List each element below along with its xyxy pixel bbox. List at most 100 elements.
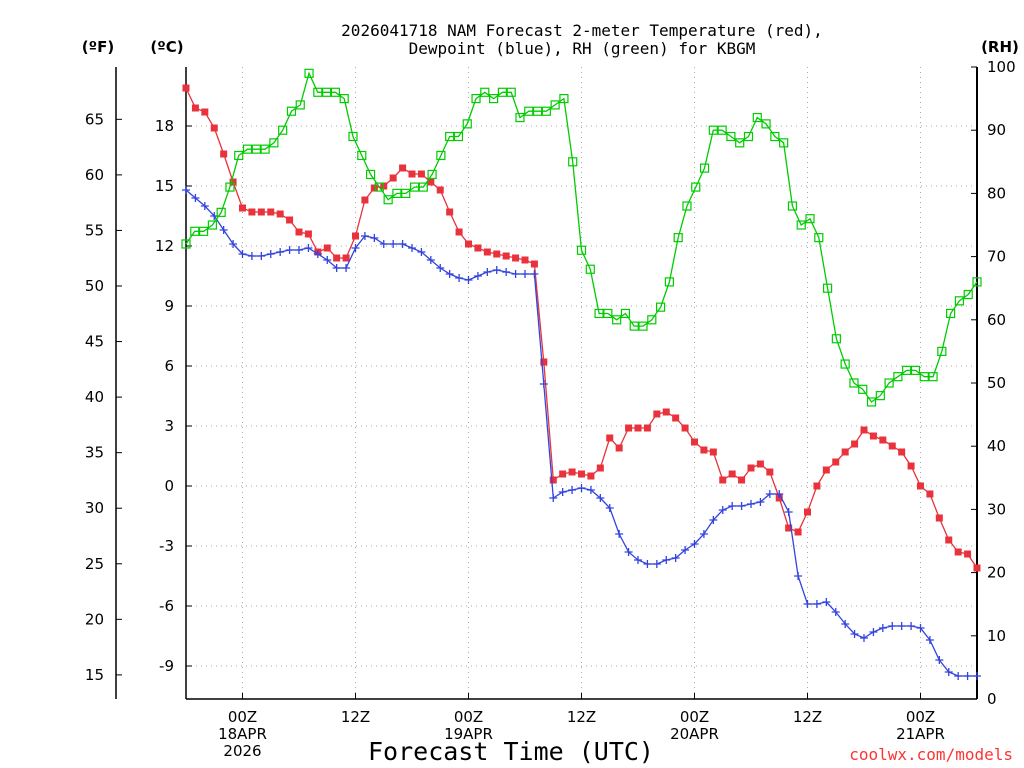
rh-point (638, 321, 648, 331)
fahrenheit-tick-label: 30 (85, 499, 104, 517)
dewpoint-point (332, 264, 341, 272)
rh-point (664, 277, 674, 287)
rh-point (875, 391, 885, 401)
temperature-point (493, 250, 501, 258)
celsius-tick-label: 3 (164, 417, 174, 435)
dewpoint-point (756, 498, 765, 506)
temperature-point (483, 248, 491, 256)
dewpoint-point (615, 530, 624, 538)
temperature-point (691, 438, 698, 446)
dewpoint-point (511, 270, 520, 278)
rh-tick-label: 30 (987, 500, 1006, 518)
rh-point (559, 93, 569, 104)
dewpoint-point (304, 244, 313, 252)
dewpoint-point (963, 672, 972, 680)
temperature-point (427, 178, 435, 186)
rh-point (954, 296, 965, 306)
dewpoint-point (200, 202, 209, 210)
rh-point (814, 233, 824, 243)
rh-point (805, 214, 815, 224)
dewpoint-point (709, 516, 718, 524)
temperature-point (766, 468, 774, 476)
time-tick-label: 12Z (793, 708, 822, 726)
temperature-point (954, 548, 962, 556)
temperature-point (643, 424, 651, 432)
temperature-point (465, 240, 472, 248)
rh-tick-label: 90 (987, 121, 1006, 139)
temperature-point (549, 476, 557, 484)
temperature-point (408, 170, 416, 178)
rh-tick-label: 40 (987, 437, 1006, 455)
temperature-point (512, 254, 520, 262)
dewpoint-point (897, 622, 906, 630)
temperature-point (964, 550, 972, 558)
rh-point (612, 315, 622, 325)
dewpoint-point (323, 256, 332, 264)
dewpoint-point (728, 502, 737, 510)
rh-point (524, 106, 534, 116)
temperature-point (267, 208, 275, 216)
series-temperature (182, 84, 981, 572)
dewpoint-point (398, 240, 407, 248)
dewpoint-point (954, 672, 963, 680)
rh-point (866, 397, 877, 407)
rh-point (884, 378, 894, 388)
dewpoint-point (539, 380, 548, 388)
rh-point (234, 150, 244, 161)
rh-point (427, 169, 437, 180)
dewpoint-point (313, 250, 322, 258)
rh-point (190, 226, 200, 236)
fahrenheit-tick-label: 40 (85, 388, 104, 406)
rh-point (594, 308, 604, 319)
dewpoint-point (643, 560, 652, 568)
time-tick-label: 2026 (223, 742, 261, 760)
temperature-point (851, 440, 859, 448)
dewpoint-point (831, 608, 840, 616)
temperature-point (229, 178, 237, 186)
x-axis-label: Forecast Time (UTC) (368, 737, 654, 766)
temperature-point (333, 254, 341, 262)
rh-point (691, 182, 701, 192)
rh-point (497, 87, 507, 97)
rh-point (374, 182, 384, 192)
rh-point (278, 125, 288, 135)
rh-point (919, 372, 929, 382)
temperature-point (681, 424, 689, 432)
rh-tick-label: 70 (987, 248, 1006, 266)
time-tick-label: 12Z (341, 708, 370, 726)
temperature-point (276, 210, 284, 218)
rh-unit-label: (RH) (981, 38, 1019, 56)
temperature-point (888, 442, 896, 450)
dewpoint-point (436, 264, 445, 272)
rh-point (840, 359, 850, 369)
dewpoint-point (351, 244, 360, 252)
rh-point (225, 182, 235, 192)
rh-point (269, 138, 279, 148)
dewpoint-point (219, 226, 228, 234)
temperature-point (606, 434, 614, 442)
rh-point (647, 315, 657, 325)
rh-point (858, 384, 868, 394)
rh-point (629, 321, 639, 331)
rh-line (185, 71, 978, 403)
time-tick-label: 00Z (906, 708, 935, 726)
rh-point (515, 112, 525, 123)
temperature-point (917, 482, 924, 490)
dewpoint-point (765, 490, 774, 498)
temperature-point (436, 186, 444, 194)
temperature-point (417, 170, 425, 178)
fahrenheit-axis: 65 60 55 50 45 40 35 30 25 20 15 (85, 67, 122, 699)
rh-point (462, 119, 472, 129)
time-tick-label: 00Z (228, 708, 257, 726)
dewpoint-point (935, 656, 944, 664)
celsius-tick-label: 15 (155, 177, 174, 195)
rh-point (576, 245, 587, 255)
temperature-point (813, 482, 821, 490)
rh-point (348, 131, 358, 142)
temperature-point (389, 174, 397, 182)
temperature-point (747, 464, 755, 472)
temperature-point (728, 470, 736, 478)
rh-point (383, 195, 393, 205)
dewpoint-point (492, 266, 501, 274)
time-tick-label: 00Z (680, 708, 709, 726)
